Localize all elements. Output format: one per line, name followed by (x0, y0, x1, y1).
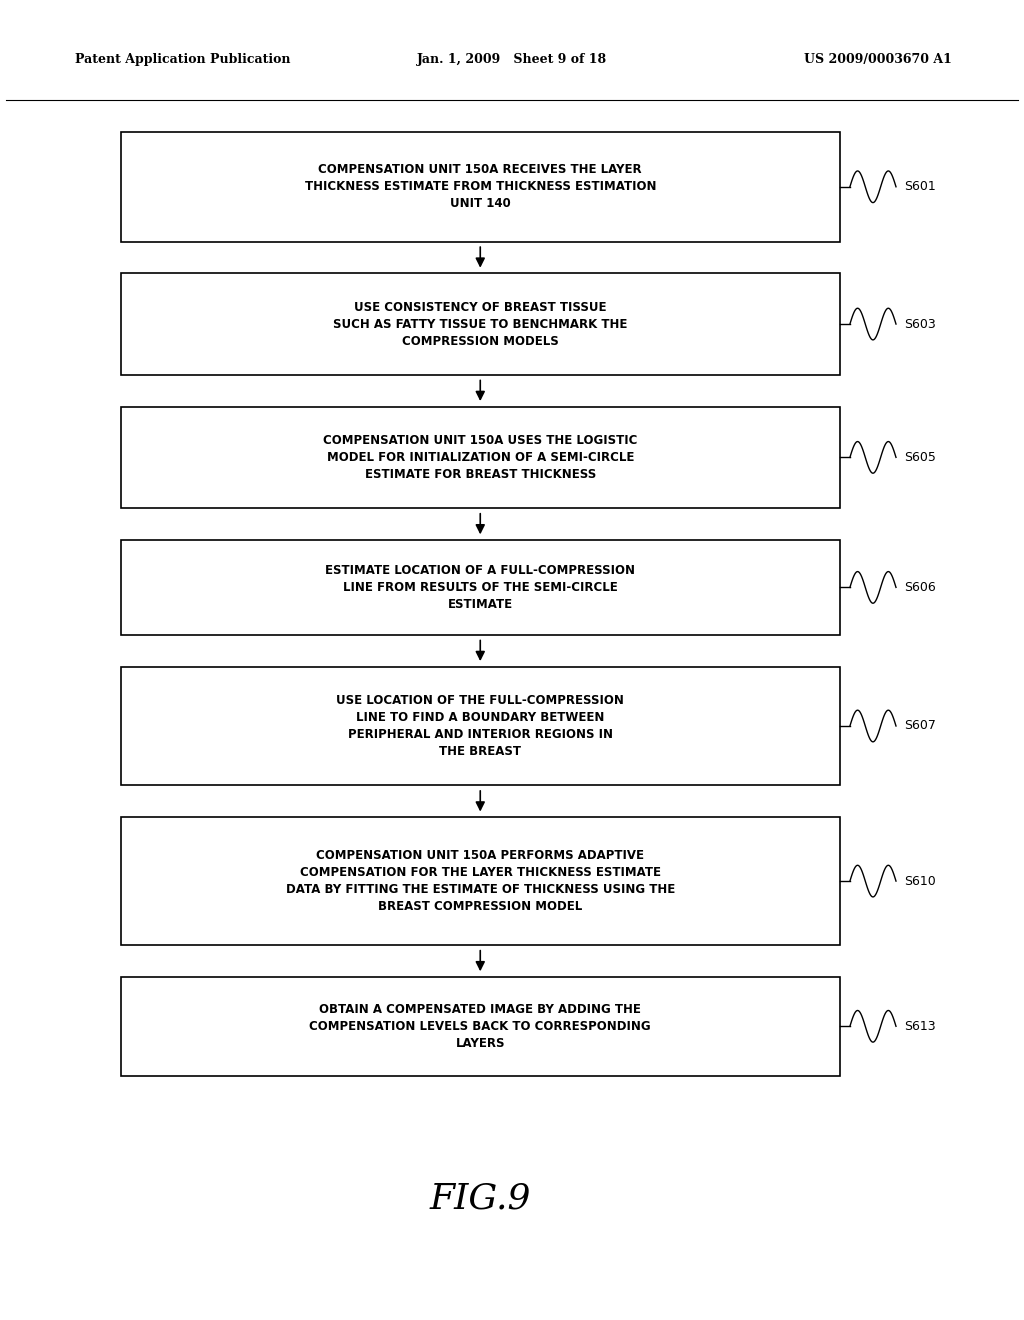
Text: COMPENSATION UNIT 150A PERFORMS ADAPTIVE
COMPENSATION FOR THE LAYER THICKNESS ES: COMPENSATION UNIT 150A PERFORMS ADAPTIVE… (286, 849, 675, 913)
Text: ESTIMATE LOCATION OF A FULL-COMPRESSION
LINE FROM RESULTS OF THE SEMI-CIRCLE
EST: ESTIMATE LOCATION OF A FULL-COMPRESSION … (326, 564, 635, 611)
Bar (121, 407, 840, 508)
Text: US 2009/0003670 A1: US 2009/0003670 A1 (805, 53, 952, 66)
Text: S607: S607 (904, 719, 936, 733)
Text: COMPENSATION UNIT 150A RECEIVES THE LAYER
THICKNESS ESTIMATE FROM THICKNESS ESTI: COMPENSATION UNIT 150A RECEIVES THE LAYE… (304, 164, 656, 210)
Text: COMPENSATION UNIT 150A USES THE LOGISTIC
MODEL FOR INITIALIZATION OF A SEMI-CIRC: COMPENSATION UNIT 150A USES THE LOGISTIC… (323, 434, 638, 480)
Text: Jan. 1, 2009   Sheet 9 of 18: Jan. 1, 2009 Sheet 9 of 18 (417, 53, 607, 66)
Text: S606: S606 (904, 581, 936, 594)
Text: Patent Application Publication: Patent Application Publication (75, 53, 290, 66)
Text: S603: S603 (904, 318, 936, 330)
Text: S605: S605 (904, 451, 936, 463)
Text: S613: S613 (904, 1020, 936, 1032)
Text: USE CONSISTENCY OF BREAST TISSUE
SUCH AS FATTY TISSUE TO BENCHMARK THE
COMPRESSI: USE CONSISTENCY OF BREAST TISSUE SUCH AS… (333, 301, 628, 347)
Text: FIG.9: FIG.9 (429, 1181, 531, 1216)
Text: S601: S601 (904, 181, 936, 193)
Bar (121, 817, 840, 945)
Bar (121, 132, 840, 242)
Bar (121, 273, 840, 375)
Text: S610: S610 (904, 875, 936, 887)
Text: USE LOCATION OF THE FULL-COMPRESSION
LINE TO FIND A BOUNDARY BETWEEN
PERIPHERAL : USE LOCATION OF THE FULL-COMPRESSION LIN… (336, 694, 625, 758)
Bar (121, 667, 840, 785)
Text: OBTAIN A COMPENSATED IMAGE BY ADDING THE
COMPENSATION LEVELS BACK TO CORRESPONDI: OBTAIN A COMPENSATED IMAGE BY ADDING THE… (309, 1003, 651, 1049)
Bar (121, 977, 840, 1076)
Bar (121, 540, 840, 635)
